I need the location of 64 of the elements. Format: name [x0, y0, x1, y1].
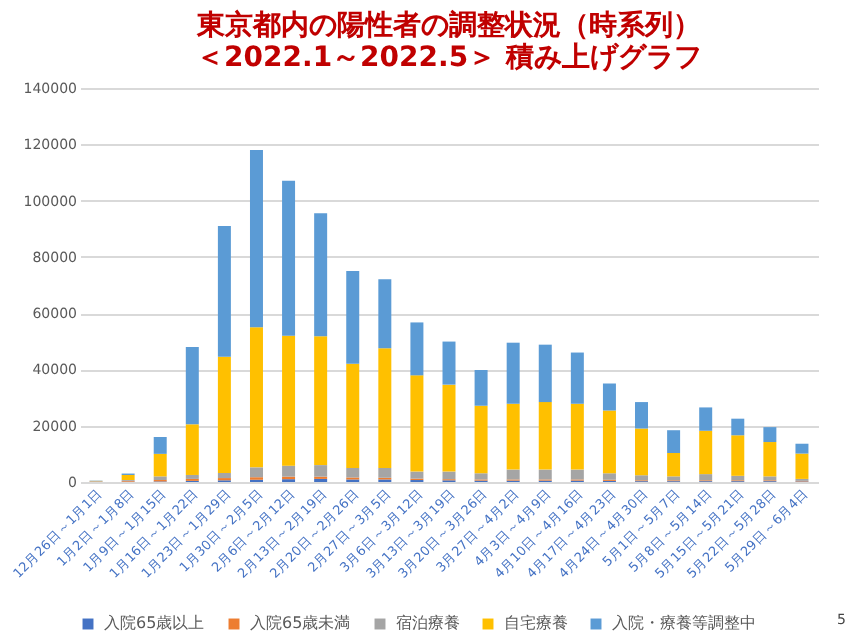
bar — [635, 475, 649, 481]
bar — [217, 472, 231, 479]
bar — [474, 405, 488, 474]
bar — [602, 473, 616, 480]
bar — [474, 369, 488, 406]
bar — [763, 427, 777, 443]
bar — [699, 407, 713, 431]
bar — [667, 430, 681, 454]
bar — [731, 418, 745, 436]
bar — [314, 213, 328, 337]
bar — [217, 225, 231, 357]
bar — [474, 473, 488, 480]
bar — [217, 356, 231, 473]
bar — [410, 471, 424, 479]
bar — [314, 336, 328, 466]
legend-label: 自宅療養 — [504, 614, 568, 632]
bar — [282, 465, 296, 477]
bar — [378, 279, 392, 349]
bar — [570, 352, 584, 404]
bar — [410, 375, 424, 472]
bar — [699, 430, 713, 475]
bar — [314, 465, 328, 477]
bar — [153, 436, 167, 454]
bar — [763, 442, 777, 477]
bar — [506, 403, 520, 470]
legend-label: 入院・療養等調整中 — [612, 614, 756, 632]
bar — [378, 467, 392, 478]
bar — [635, 428, 649, 476]
bar — [249, 149, 263, 328]
bar — [282, 335, 296, 466]
bar — [378, 348, 392, 468]
bar — [570, 469, 584, 480]
bar — [506, 342, 520, 404]
bar — [346, 363, 360, 468]
bar — [538, 344, 552, 403]
bar — [731, 435, 745, 476]
bar — [506, 469, 520, 480]
legend-label: 入院65歳以上 — [104, 614, 205, 632]
bar — [346, 270, 360, 364]
bar — [282, 180, 296, 336]
bar — [538, 469, 552, 480]
bar — [538, 402, 552, 470]
bar — [410, 322, 424, 376]
legend-label: 宿泊療養 — [396, 614, 460, 632]
bar — [570, 403, 584, 470]
chart-title: 東京都内の陽性者の調整状況（時系列） — [195, 8, 701, 42]
bar — [121, 474, 135, 481]
bar — [795, 453, 809, 479]
bar — [185, 424, 199, 475]
bar — [346, 467, 360, 478]
bar — [602, 410, 616, 474]
bar — [185, 346, 199, 425]
bar — [795, 443, 809, 454]
bar — [699, 474, 713, 481]
bar — [442, 384, 456, 472]
chart-subtitle: ＜2022.1～2022.5＞ 積み上げグラフ — [196, 42, 702, 74]
legend-label: 入院65歳未満 — [250, 614, 351, 632]
bar — [667, 453, 681, 477]
bar — [249, 467, 263, 478]
bar — [249, 327, 263, 468]
bar — [635, 402, 649, 429]
bar — [153, 453, 167, 477]
bar — [442, 341, 456, 385]
bar — [602, 383, 616, 411]
